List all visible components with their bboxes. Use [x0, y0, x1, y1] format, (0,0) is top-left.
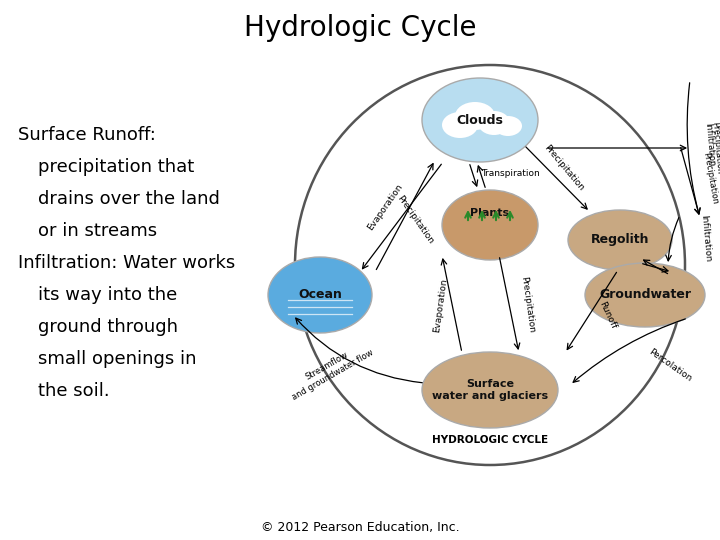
Ellipse shape	[568, 210, 672, 270]
Text: Surface
water and glaciers: Surface water and glaciers	[432, 379, 548, 401]
Text: Infiltration: Infiltration	[703, 123, 716, 167]
Ellipse shape	[442, 112, 478, 138]
Text: Runoff: Runoff	[598, 300, 618, 330]
Text: HYDROLOGIC CYCLE: HYDROLOGIC CYCLE	[432, 435, 548, 445]
Text: Precipitation: Precipitation	[542, 143, 586, 193]
Text: or in streams: or in streams	[38, 222, 157, 240]
Ellipse shape	[494, 116, 522, 136]
Text: Ocean: Ocean	[298, 288, 342, 301]
Text: Precipitation: Precipitation	[395, 194, 435, 246]
Text: Precipitation: Precipitation	[520, 276, 536, 334]
Text: Evaporation: Evaporation	[366, 182, 405, 232]
Ellipse shape	[422, 352, 558, 428]
Text: Plants: Plants	[470, 208, 510, 218]
Text: Hydrologic Cycle: Hydrologic Cycle	[244, 14, 476, 42]
Text: precipitation that: precipitation that	[38, 158, 194, 176]
Text: the soil.: the soil.	[38, 382, 109, 400]
Text: Evaporation: Evaporation	[432, 278, 449, 333]
Ellipse shape	[455, 102, 495, 130]
Ellipse shape	[585, 263, 705, 327]
Text: Surface Runoff:: Surface Runoff:	[18, 126, 156, 144]
Text: its way into the: its way into the	[38, 286, 177, 304]
Text: Groundwater: Groundwater	[599, 288, 691, 301]
Text: Streamflow
and groundwater flow: Streamflow and groundwater flow	[285, 339, 375, 402]
Text: Transpiration: Transpiration	[481, 170, 539, 179]
Ellipse shape	[442, 190, 538, 260]
Text: ground through: ground through	[38, 318, 178, 336]
Ellipse shape	[478, 111, 510, 135]
Text: Regolith: Regolith	[590, 233, 649, 246]
Text: Infiltration: Infiltration	[699, 214, 713, 262]
Text: small openings in: small openings in	[38, 350, 197, 368]
Ellipse shape	[268, 257, 372, 333]
Text: © 2012 Pearson Education, Inc.: © 2012 Pearson Education, Inc.	[261, 522, 459, 535]
Text: Clouds: Clouds	[456, 113, 503, 126]
Text: Precipitation: Precipitation	[701, 151, 719, 205]
Text: drains over the land: drains over the land	[38, 190, 220, 208]
Text: Precipitation: Precipitation	[710, 122, 720, 175]
Text: Infiltration: Water works: Infiltration: Water works	[18, 254, 235, 272]
Ellipse shape	[422, 78, 538, 162]
Text: Percolation: Percolation	[647, 347, 693, 383]
